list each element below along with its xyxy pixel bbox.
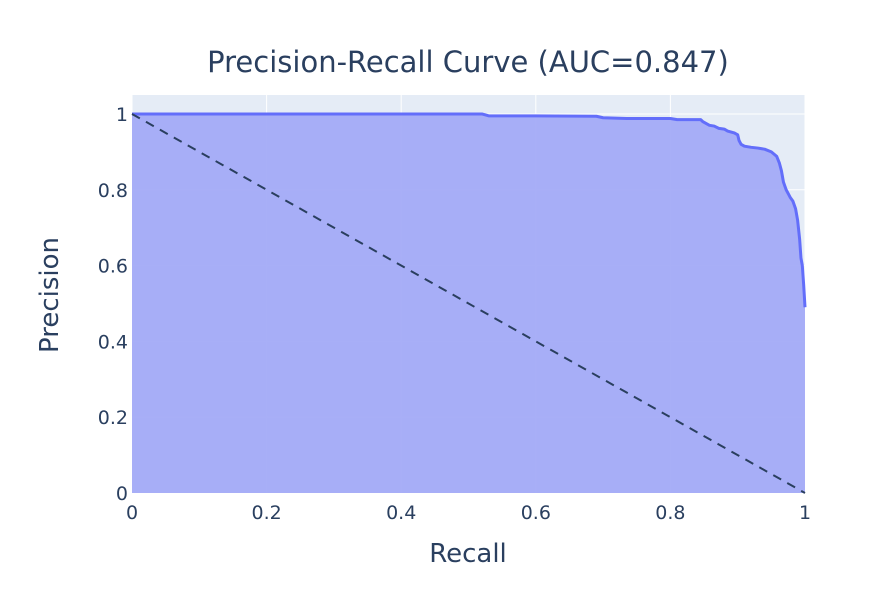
x-tick-label: 0.2 bbox=[251, 502, 281, 524]
y-tick-label: 0.8 bbox=[98, 180, 128, 202]
pr-curve-line bbox=[132, 112, 807, 308]
x-axis-title: Recall bbox=[429, 539, 507, 569]
x-tick-label: 0.8 bbox=[655, 502, 685, 524]
y-axis-title: Precision bbox=[35, 237, 65, 353]
x-tick-label: 0.4 bbox=[386, 502, 416, 524]
y-tick-label: 0.2 bbox=[98, 407, 128, 429]
x-tick-label: 1 bbox=[799, 502, 811, 524]
y-axis-ticks: 0 0.2 0.4 0.6 0.8 1 bbox=[98, 104, 128, 505]
x-tick-label: 0.6 bbox=[521, 502, 551, 524]
chart-title: Precision-Recall Curve (AUC=0.847) bbox=[207, 45, 729, 79]
y-tick-label: 0.6 bbox=[98, 256, 128, 278]
random-baseline-dashed-line bbox=[131, 113, 806, 494]
x-tick-label: 0 bbox=[126, 502, 138, 524]
y-tick-label: 0 bbox=[116, 483, 128, 505]
x-axis-ticks: 0 0.2 0.4 0.6 0.8 1 bbox=[126, 502, 811, 524]
y-tick-label: 0.4 bbox=[98, 331, 128, 353]
y-tick-label: 1 bbox=[116, 104, 128, 126]
